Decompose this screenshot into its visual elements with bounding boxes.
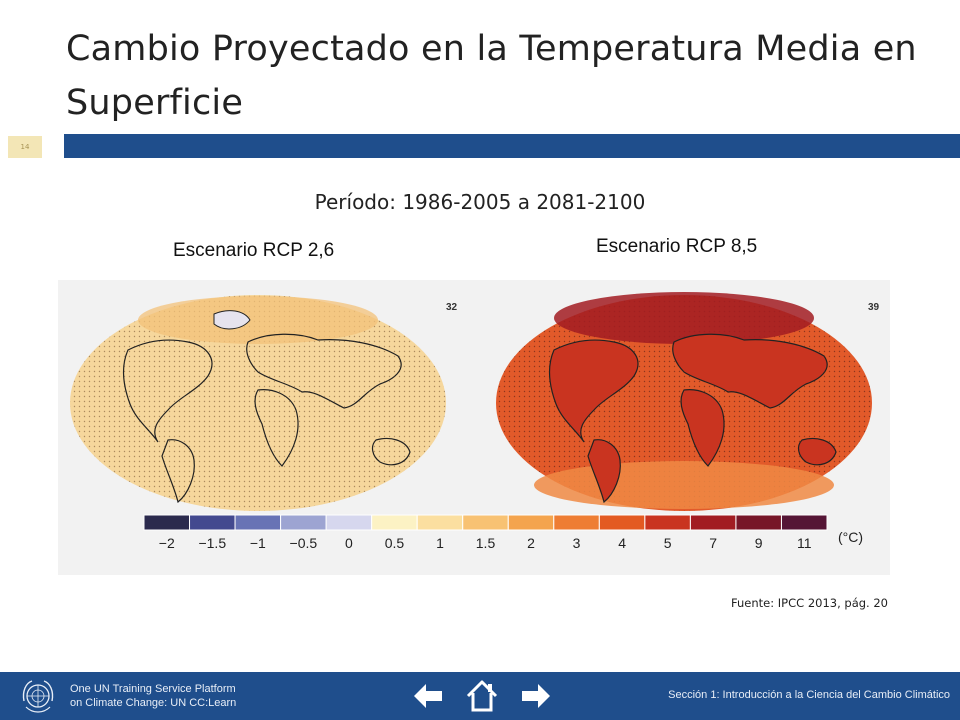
page-number-box: 14: [0, 136, 58, 158]
platform-name: One UN Training Service Platform on Clim…: [70, 682, 236, 710]
colorbar-tick-label: 11: [797, 535, 812, 551]
back-arrow-icon[interactable]: [408, 676, 448, 716]
colorbar-tick-label: 9: [755, 535, 763, 551]
colorbar-swatch: [553, 514, 600, 531]
colorbar-tick-label: 1: [436, 535, 444, 551]
title-rule: [64, 134, 960, 158]
scenario-right-label: Escenario RCP 8,5: [596, 236, 758, 257]
scenario-left-label: Escenario RCP 2,6: [173, 240, 335, 261]
colorbar-swatch: [735, 514, 782, 531]
colorbar-tick-label: 2: [527, 535, 535, 551]
home-icon[interactable]: [462, 676, 502, 716]
map-right-count: 39: [868, 302, 880, 313]
source-citation: Fuente: IPCC 2013, pág. 20: [731, 596, 888, 610]
map-left-count: 32: [446, 302, 458, 313]
platform-line-2: on Climate Change: UN CC:Learn: [70, 697, 237, 709]
slide-title: Cambio Proyectado en la Temperatura Medi…: [66, 29, 917, 123]
map-rcp85: [496, 292, 872, 511]
colorbar-tick-label: 1.5: [476, 535, 496, 551]
colorbar-swatch: [143, 514, 191, 531]
colorbar-swatch: [416, 514, 464, 531]
colorbar-swatch: [644, 514, 691, 531]
colorbar-tick-label: −2: [159, 535, 175, 551]
colorbar-tick-label: −0.5: [290, 535, 318, 551]
colorbar: −2 −1.5 −1 −0.5 0 0.5 1 1.5 2 3 4 5 7 9 11: [143, 514, 828, 551]
colorbar-swatch: [325, 514, 373, 531]
colorbar-swatch: [280, 514, 327, 531]
period-label: Período: 1986-2005 a 2081-2100: [314, 190, 646, 214]
colorbar-swatch: [189, 514, 236, 531]
colorbar-tick-label: 5: [664, 535, 672, 551]
section-label: Sección 1: Introducción a la Ciencia del…: [668, 689, 950, 701]
map-rcp26: [70, 295, 446, 511]
colorbar-tick-label: 0.5: [385, 535, 405, 551]
colorbar-tick-label: 0: [345, 535, 353, 551]
colorbar-swatch: [780, 514, 828, 531]
colorbar-swatch: [462, 514, 509, 531]
temperature-maps-figure: 32 39 −2 −1.5 −1 −0.5 0 0.5 1 1.5 2 3 4 5 7 9 11 (°C): [58, 280, 890, 575]
page-number: 14: [8, 136, 42, 158]
colorbar-tick-label: 3: [573, 535, 581, 551]
colorbar-swatch: [507, 514, 555, 531]
colorbar-swatch: [689, 514, 737, 531]
platform-line-1: One UN Training Service Platform: [70, 683, 236, 695]
colorbar-tick-label: −1.5: [198, 535, 226, 551]
colorbar-tick-label: −1: [250, 535, 266, 551]
colorbar-swatch: [234, 514, 282, 531]
footer-bar: One UN Training Service Platform on Clim…: [0, 672, 960, 720]
colorbar-swatch: [598, 514, 646, 531]
colorbar-swatch: [371, 514, 418, 531]
colorbar-unit: (°C): [838, 529, 863, 545]
colorbar-tick-label: 7: [709, 535, 717, 551]
forward-arrow-icon[interactable]: [516, 676, 556, 716]
colorbar-tick-label: 4: [618, 535, 626, 551]
un-emblem-icon: [22, 680, 54, 713]
